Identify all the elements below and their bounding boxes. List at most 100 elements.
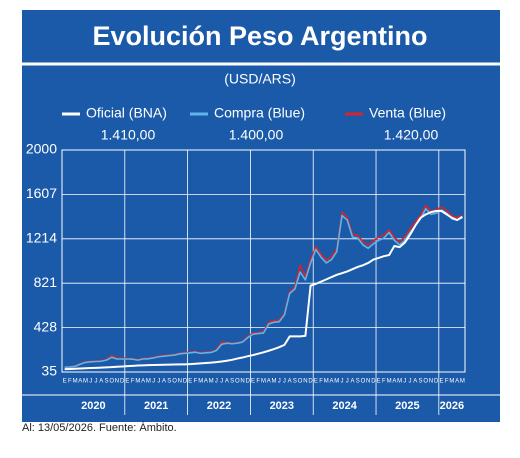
x-tick-label: M <box>334 379 339 385</box>
x-tick-label: M <box>460 379 465 385</box>
x-tick-label: J <box>283 379 286 385</box>
x-tick-label: J <box>278 379 281 385</box>
x-tick-label: A <box>455 379 459 385</box>
x-tick-label: E <box>63 379 67 385</box>
legend-label: Oficial (BNA) <box>86 105 167 121</box>
x-tick-label: A <box>267 379 271 385</box>
legend-label: Compra (Blue) <box>214 105 305 121</box>
title-band <box>22 10 500 64</box>
x-tick-label: E <box>314 379 318 385</box>
x-tick-label: J <box>157 379 160 385</box>
series-line <box>64 207 463 368</box>
x-tick-label: A <box>330 379 334 385</box>
y-tick-label: 1214 <box>26 230 57 246</box>
y-tick-label: 821 <box>34 274 58 290</box>
x-tick-label: M <box>387 379 392 385</box>
x-tick-label: M <box>397 379 402 385</box>
x-tick-label: M <box>146 379 151 385</box>
x-tick-label: D <box>246 379 251 385</box>
legend-label: Venta (Blue) <box>369 105 446 121</box>
x-tick-label: J <box>89 379 92 385</box>
x-tick-label: M <box>261 379 266 385</box>
x-tick-label: A <box>350 379 354 385</box>
x-tick-label: J <box>403 379 406 385</box>
y-tick-label: 2000 <box>26 141 57 157</box>
legend-value: 1.410,00 <box>101 127 156 143</box>
x-tick-label: J <box>215 379 218 385</box>
x-tick-label: S <box>230 379 234 385</box>
x-tick-label: M <box>324 379 329 385</box>
x-tick-label: D <box>120 379 125 385</box>
x-tick-label: A <box>99 379 103 385</box>
x-tick-label: J <box>341 379 344 385</box>
x-tick-label: F <box>256 379 260 385</box>
x-tick-label: E <box>188 379 192 385</box>
x-tick-label: E <box>439 379 443 385</box>
x-tick-label: E <box>125 379 129 385</box>
legend-value: 1.420,00 <box>384 127 439 143</box>
x-tick-label: E <box>251 379 255 385</box>
x-tick-label: O <box>172 379 177 385</box>
x-tick-label: A <box>78 379 82 385</box>
x-tick-label: D <box>371 379 376 385</box>
x-tick-label: D <box>308 379 313 385</box>
y-tick-label: 428 <box>34 318 58 334</box>
year-label: 2026 <box>440 400 464 412</box>
x-tick-label: M <box>271 379 276 385</box>
x-tick-label: N <box>178 379 182 385</box>
year-label: 2020 <box>81 400 105 412</box>
x-tick-label: A <box>288 379 292 385</box>
legend-value: 1.400,00 <box>229 127 284 143</box>
y-tick-label: 1607 <box>26 185 57 201</box>
x-tick-label: O <box>298 379 303 385</box>
x-tick-label: F <box>445 379 449 385</box>
plot-area <box>61 149 466 373</box>
x-tick-label: J <box>220 379 223 385</box>
year-label: 2022 <box>207 400 231 412</box>
x-tick-label: M <box>135 379 140 385</box>
x-tick-label: A <box>162 379 166 385</box>
x-tick-label: M <box>198 379 203 385</box>
x-tick-label: J <box>95 379 98 385</box>
x-tick-label: M <box>449 379 454 385</box>
x-tick-label: F <box>382 379 386 385</box>
x-tick-label: O <box>235 379 240 385</box>
footnote: Al: 13/05/2026. Fuente: Ámbito. <box>22 421 177 434</box>
year-label: 2021 <box>144 400 168 412</box>
x-tick-label: F <box>319 379 323 385</box>
x-tick-label: J <box>409 379 412 385</box>
x-tick-label: J <box>152 379 155 385</box>
x-tick-label: D <box>183 379 188 385</box>
x-tick-label: N <box>429 379 433 385</box>
x-tick-label: E <box>377 379 381 385</box>
x-tick-label: S <box>356 379 360 385</box>
series-line <box>64 210 463 371</box>
x-tick-label: O <box>423 379 428 385</box>
x-tick-label: S <box>104 379 108 385</box>
x-tick-label: A <box>392 379 396 385</box>
x-tick-label: A <box>413 379 417 385</box>
x-tick-label: A <box>141 379 145 385</box>
x-tick-label: S <box>419 379 423 385</box>
x-tick-label: N <box>303 379 307 385</box>
year-label: 2024 <box>332 400 357 412</box>
x-tick-label: S <box>167 379 171 385</box>
x-tick-label: O <box>109 379 114 385</box>
x-tick-label: M <box>209 379 214 385</box>
x-tick-label: F <box>68 379 72 385</box>
x-tick-label: O <box>361 379 366 385</box>
x-tick-label: F <box>194 379 198 385</box>
x-tick-label: J <box>346 379 349 385</box>
x-tick-label: A <box>204 379 208 385</box>
x-tick-label: M <box>73 379 78 385</box>
y-tick-label: 35 <box>41 363 57 379</box>
x-tick-label: D <box>434 379 439 385</box>
chart-title: Evolución Peso Argentino <box>92 21 427 51</box>
x-tick-label: M <box>83 379 88 385</box>
x-tick-label: A <box>225 379 229 385</box>
x-tick-label: N <box>115 379 119 385</box>
x-tick-label: N <box>240 379 244 385</box>
year-label: 2023 <box>270 400 294 412</box>
